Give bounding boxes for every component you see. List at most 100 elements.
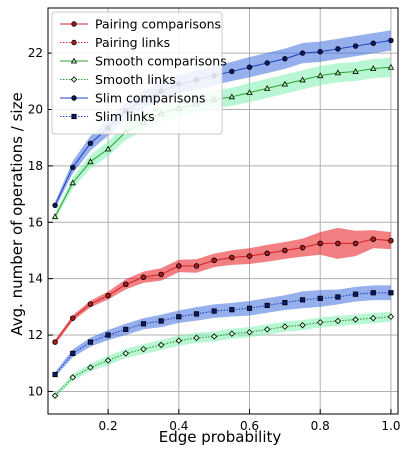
pairing-links-point — [176, 263, 182, 269]
smooth-comparisons-point — [281, 80, 289, 87]
smooth-comparisons-point — [263, 85, 271, 91]
legend-label: Pairing comparisons — [95, 17, 221, 32]
smooth-links-point — [140, 345, 147, 353]
smooth-links-point — [51, 392, 59, 399]
slim-comparisons-point — [299, 50, 306, 56]
pairing-links-point — [370, 236, 376, 242]
slim-links-point — [246, 305, 253, 311]
pairing-links-point — [388, 237, 394, 244]
legend-marker — [71, 95, 77, 101]
legend-item: Slim comparisons — [60, 91, 206, 106]
slim-links-line — [54, 292, 391, 375]
slim-comparisons-point — [87, 140, 94, 147]
smooth-links-point — [104, 357, 112, 364]
legend-box — [51, 11, 223, 135]
pairing-links-point — [52, 339, 58, 345]
pairing-links-point — [123, 281, 129, 288]
pairing-links-point — [317, 240, 323, 247]
pairing-links-point — [193, 263, 200, 269]
slim-links-point — [70, 350, 76, 356]
pairing-comparisons-band — [55, 227, 391, 345]
slim-links-point — [87, 339, 94, 345]
pairing-links-point — [299, 244, 306, 251]
smooth-links-band — [55, 311, 391, 398]
smooth-comparisons-point — [104, 145, 112, 152]
slim-links-point — [123, 326, 129, 333]
smooth-comparisons-point — [387, 63, 395, 70]
smooth-links-point — [210, 333, 218, 340]
slim-links-point — [299, 297, 306, 303]
y-axis-label: Avg. number of operations / size — [8, 92, 26, 335]
smooth-links-point — [157, 341, 165, 349]
legend-label: Slim comparisons — [95, 91, 206, 106]
legend-label: Smooth links — [95, 72, 176, 87]
legend-item: Smooth comparisons — [60, 54, 227, 69]
smooth-links-point — [370, 314, 377, 322]
smooth-comparisons-band — [55, 57, 391, 221]
legend-marker — [70, 57, 78, 64]
slim-comparisons-point — [70, 164, 76, 170]
smooth-links-point — [69, 374, 76, 381]
smooth-comparisons-line — [54, 66, 391, 217]
slim-comparisons-point — [246, 64, 253, 70]
slim-links-point — [211, 308, 217, 314]
slim-links-point — [335, 294, 341, 300]
slim-comparisons-point — [335, 46, 341, 52]
smooth-links-point — [263, 326, 271, 333]
smooth-links-line — [54, 316, 391, 397]
smooth-links-point — [281, 323, 289, 330]
smooth-links-point — [317, 319, 324, 326]
legend-label: Pairing links — [95, 35, 170, 50]
smooth-links-point — [87, 364, 94, 371]
y-tick-label: 20 — [28, 103, 43, 117]
smooth-links-point — [193, 334, 200, 342]
pairing-links-line — [54, 238, 391, 343]
legend: Pairing comparisons Pairing links Smooth c… — [51, 11, 227, 135]
smooth-links-point — [122, 350, 129, 357]
x-tick-label: 0.6 — [240, 419, 259, 433]
pairing-links-point — [211, 257, 217, 264]
slim-links-point — [370, 290, 376, 296]
y-tick-label: 14 — [28, 272, 43, 286]
pairing-links-point — [352, 240, 359, 247]
axis-ticks: 0.2 0.4 0.6 0.8 1.0 10 12 14 16 18 20 22 — [28, 46, 401, 433]
slim-links-point — [105, 332, 111, 338]
y-tick-label: 22 — [28, 46, 43, 60]
pairing-links-point — [158, 271, 164, 278]
slim-links-point — [264, 302, 270, 309]
smooth-links-point — [299, 321, 306, 329]
slim-links-point — [140, 321, 147, 327]
legend-item: Pairing links — [60, 35, 170, 50]
slim-comparisons-point — [282, 56, 288, 62]
smooth-comparisons-point — [334, 69, 342, 76]
slim-comparisons-point — [229, 68, 235, 75]
smooth-links-point — [175, 337, 183, 344]
y-tick-label: 12 — [28, 328, 43, 342]
legend-marker — [70, 76, 78, 83]
smooth-comparisons-point — [299, 76, 306, 83]
legend-label: Smooth comparisons — [95, 54, 227, 69]
smooth-links-point — [334, 317, 342, 325]
slim-comparisons-point — [317, 49, 323, 55]
legend-marker — [71, 113, 77, 120]
legend-item: Slim links — [60, 109, 155, 124]
x-tick-label: 0.2 — [99, 419, 118, 433]
slim-links-point — [52, 371, 58, 378]
pairing-links-point — [264, 250, 270, 256]
plot-frame — [47, 7, 399, 415]
legend-item: Pairing comparisons — [60, 17, 221, 32]
pairing-links-point — [335, 240, 341, 247]
slim-links-point — [317, 295, 323, 302]
slim-links-point — [388, 290, 394, 296]
pairing-links-point — [70, 315, 76, 321]
pairing-links-point — [140, 274, 147, 280]
slim-comparisons-point — [352, 43, 359, 49]
smooth-comparisons-point — [69, 179, 76, 186]
slim-comparisons-point — [52, 202, 58, 209]
x-tick-label: 0.4 — [169, 419, 188, 433]
slim-comparisons-point — [388, 37, 394, 44]
smooth-links-point — [228, 330, 236, 337]
slim-links-point — [176, 314, 182, 320]
x-axis-label: Edge probability — [159, 428, 282, 446]
